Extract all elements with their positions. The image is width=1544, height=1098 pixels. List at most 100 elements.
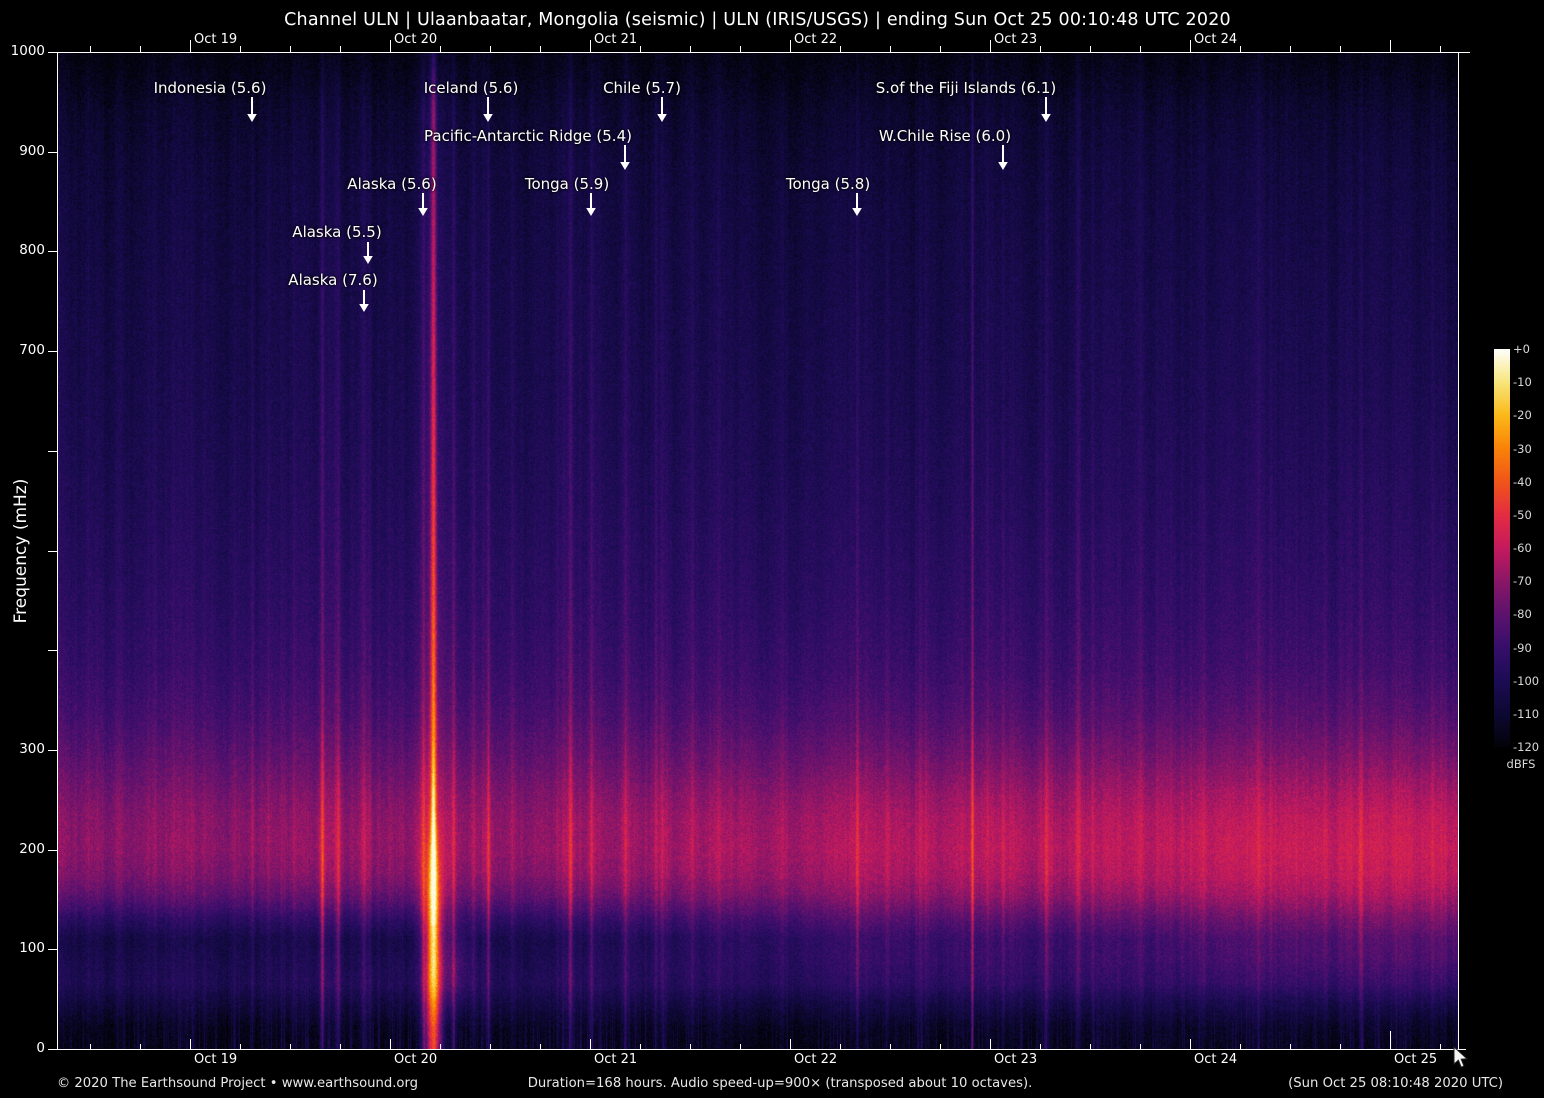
bottom-axis-label: Oct 25 — [1394, 1052, 1438, 1067]
top-axis-minor-tick — [640, 46, 641, 52]
event-arrow-icon — [359, 290, 369, 312]
event-arrow-icon — [363, 242, 373, 264]
y-axis-tick — [48, 151, 57, 153]
bottom-axis-label: Oct 21 — [594, 1052, 638, 1067]
colorbar-tick-label: -40 — [1513, 474, 1532, 489]
colorbar-tick-label: -50 — [1513, 507, 1532, 522]
bottom-axis-label: Oct 20 — [394, 1052, 438, 1067]
bottom-axis-minor-tick — [640, 1044, 641, 1049]
plot-border-top — [57, 52, 1470, 53]
footer-credit: © 2020 The Earthsound Project • www.eart… — [57, 1076, 419, 1091]
bottom-axis-label: Oct 19 — [194, 1052, 238, 1067]
top-axis-minor-tick — [940, 46, 941, 52]
top-axis-minor-tick — [440, 46, 441, 52]
top-axis-major-tick — [190, 40, 191, 52]
y-axis-label: 800 — [19, 242, 45, 259]
top-axis-minor-tick — [540, 46, 541, 52]
bottom-axis-minor-tick — [90, 1044, 91, 1049]
top-axis-label: Oct 21 — [594, 32, 638, 47]
y-axis-tick — [48, 351, 57, 353]
top-axis-minor-tick — [1290, 46, 1291, 52]
event-label: Tonga (5.9) — [524, 175, 610, 193]
mouse-cursor — [1453, 1046, 1469, 1068]
top-axis-minor-tick — [290, 46, 291, 52]
colorbar-tick-label: -110 — [1513, 706, 1540, 721]
colorbar-tick-label: -10 — [1513, 375, 1532, 390]
top-axis-minor-tick — [140, 46, 141, 52]
top-axis-major-tick — [1190, 40, 1191, 52]
top-axis-minor-tick — [90, 46, 91, 52]
colorbar-tick-label: -30 — [1513, 441, 1532, 456]
y-axis-tick — [48, 1049, 57, 1050]
top-axis-major-tick — [1390, 40, 1391, 52]
event-arrow-icon — [852, 193, 862, 216]
plot-border-right — [1458, 52, 1459, 1050]
event-label: Indonesia (5.6) — [153, 79, 267, 97]
bottom-axis-minor-tick — [240, 1044, 241, 1049]
event-arrow-icon — [586, 193, 596, 216]
bottom-axis-major-tick — [990, 1039, 991, 1049]
colorbar — [1494, 349, 1510, 747]
y-axis-tick — [48, 749, 57, 751]
footer-render-time: (Sun Oct 25 08:10:48 2020 UTC) — [1288, 1076, 1503, 1091]
footer-duration: Duration=168 hours. Audio speed-up=900× … — [527, 1076, 1033, 1091]
bottom-axis-minor-tick — [340, 1044, 341, 1049]
colorbar-tick-label: -100 — [1513, 673, 1540, 688]
event-label: Alaska (7.6) — [288, 271, 378, 289]
top-axis-minor-tick — [690, 46, 691, 52]
bottom-axis-minor-tick — [1290, 1044, 1291, 1049]
bottom-axis-major-tick — [790, 1039, 791, 1049]
top-axis-minor-tick — [1040, 46, 1041, 52]
colorbar-tick-label: -70 — [1513, 574, 1532, 589]
bottom-axis-minor-tick — [890, 1044, 891, 1049]
bottom-axis-label: Oct 22 — [794, 1052, 838, 1067]
y-axis-label: 300 — [19, 740, 45, 757]
bottom-axis-major-tick — [590, 1039, 591, 1049]
bottom-axis-major-tick — [190, 1039, 191, 1049]
y-axis-label: 100 — [19, 940, 45, 957]
y-axis-tick — [48, 52, 57, 53]
top-axis-major-tick — [990, 40, 991, 52]
event-label: Chile (5.7) — [603, 79, 681, 97]
bottom-axis-major-tick — [1390, 1031, 1391, 1049]
event-label: Pacific-Antarctic Ridge (5.4) — [424, 127, 632, 145]
y-axis-title: Frequency (mHz) — [11, 478, 31, 624]
event-arrow-icon — [418, 193, 428, 216]
event-label: Alaska (5.6) — [347, 175, 437, 193]
top-axis-minor-tick — [840, 46, 841, 52]
figure-title: Channel ULN | Ulaanbaatar, Mongolia (sei… — [284, 10, 1231, 30]
top-axis-minor-tick — [240, 46, 241, 52]
colorbar-tick-label: +0 — [1513, 342, 1530, 356]
y-axis-tick — [48, 849, 57, 851]
y-axis-tick — [48, 650, 57, 652]
top-axis-minor-tick — [1240, 46, 1241, 52]
event-arrow-icon — [1041, 97, 1051, 122]
top-axis-label: Oct 24 — [1194, 32, 1238, 47]
top-axis-major-tick — [790, 40, 791, 52]
event-arrow-icon — [998, 145, 1008, 170]
bottom-axis-minor-tick — [1140, 1044, 1141, 1049]
top-axis-minor-tick — [740, 46, 741, 52]
event-label: S.of the Fiji Islands (6.1) — [875, 79, 1057, 97]
top-axis-minor-tick — [1440, 46, 1441, 52]
top-axis-minor-tick — [890, 46, 891, 52]
y-axis-label: 900 — [19, 142, 45, 159]
bottom-axis-minor-tick — [490, 1044, 491, 1049]
bottom-axis-minor-tick — [1040, 1044, 1041, 1049]
y-axis-label: 0 — [36, 1040, 45, 1056]
top-axis-label: Oct 19 — [194, 32, 238, 47]
event-label: Iceland (5.6) — [423, 79, 519, 97]
bottom-axis-minor-tick — [440, 1044, 441, 1049]
bottom-axis-minor-tick — [740, 1044, 741, 1049]
top-axis-minor-tick — [1340, 46, 1341, 52]
y-axis-label: 1000 — [10, 43, 45, 59]
bottom-axis-minor-tick — [540, 1044, 541, 1049]
top-axis-label: Oct 20 — [394, 32, 438, 47]
bottom-axis-minor-tick — [840, 1044, 841, 1049]
event-label: Tonga (5.8) — [785, 175, 871, 193]
bottom-axis-minor-tick — [940, 1044, 941, 1049]
top-axis-minor-tick — [340, 46, 341, 52]
event-arrow-icon — [620, 145, 630, 170]
top-axis-major-tick — [390, 40, 391, 52]
